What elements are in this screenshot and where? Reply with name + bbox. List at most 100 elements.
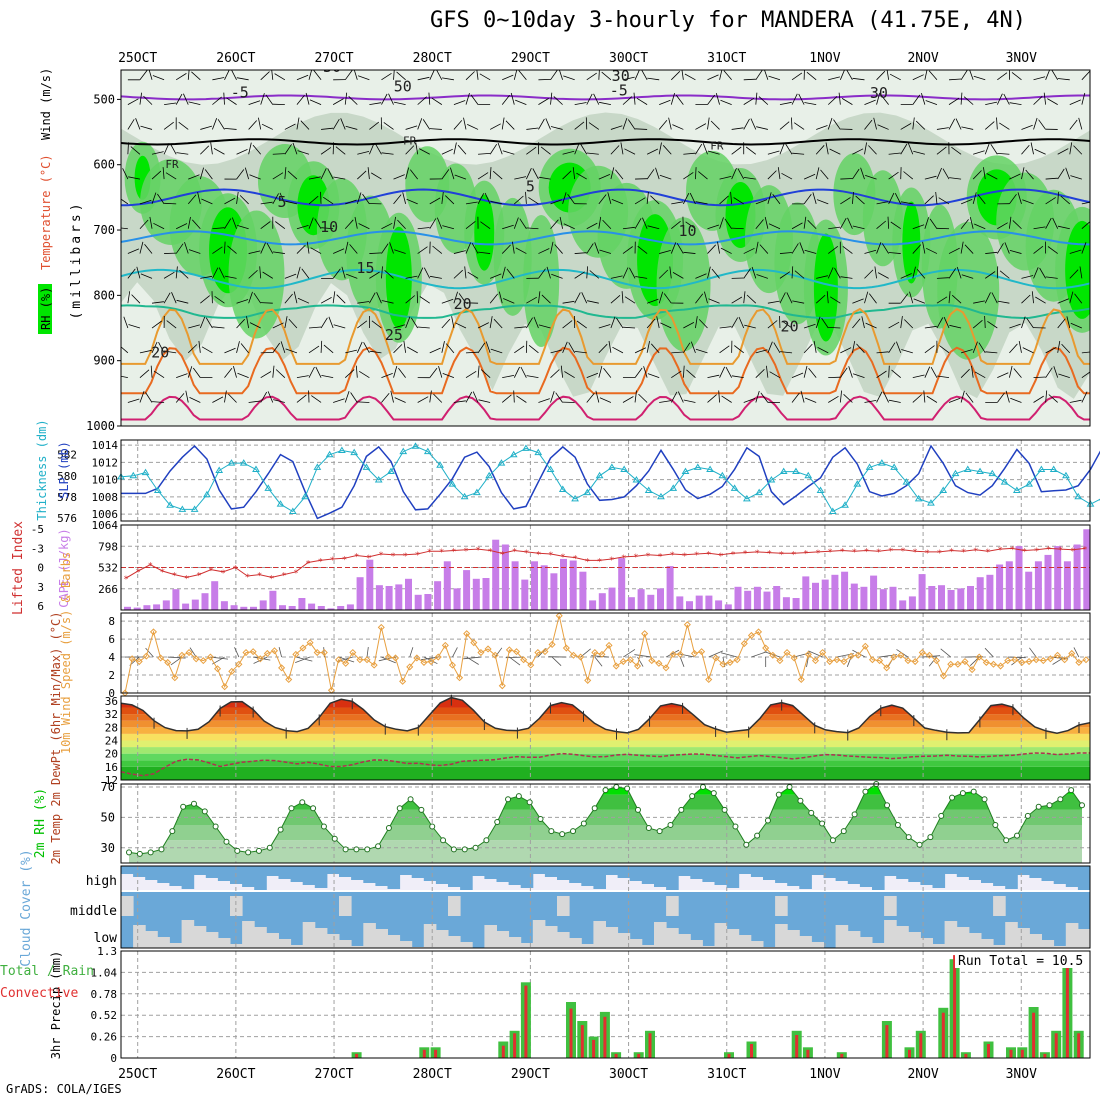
cloud-low-bar xyxy=(702,946,715,948)
wind-barb xyxy=(562,192,567,205)
wind-barb xyxy=(1057,191,1059,204)
precip-convective-bar xyxy=(524,985,528,1058)
wind-barb xyxy=(357,301,370,304)
li-marker: * xyxy=(427,548,432,558)
thickness-marker xyxy=(1025,480,1034,487)
wind-speed-marker xyxy=(1025,658,1033,666)
wind-barb xyxy=(357,320,368,329)
wind-speed-marker xyxy=(1061,656,1069,664)
wind-barb xyxy=(471,243,479,254)
cloud-low-bar xyxy=(339,940,352,948)
li-marker: * xyxy=(657,552,662,562)
wind-barb xyxy=(139,92,142,105)
wind-barb xyxy=(503,298,515,304)
thickness-marker xyxy=(546,465,555,472)
slp-axis-label: SLP (mb) xyxy=(57,441,71,499)
wind-barb xyxy=(760,392,769,403)
wind-barb xyxy=(997,392,1005,403)
cape-bar xyxy=(182,603,190,610)
wind-speed-marker xyxy=(1053,651,1062,659)
precip-tick-label: 0.26 xyxy=(91,1031,118,1044)
thickness-marker xyxy=(620,465,629,472)
rh-marker xyxy=(580,820,587,827)
wind-barb xyxy=(956,266,962,279)
wind-barb xyxy=(646,148,659,155)
wind-barb xyxy=(803,343,813,354)
cape-bar xyxy=(647,594,655,610)
wind-barb xyxy=(900,316,903,329)
wind-barb xyxy=(417,246,428,254)
rh-marker xyxy=(548,828,555,835)
precip-convective-bar xyxy=(422,1049,426,1058)
wind-speed-marker xyxy=(1039,657,1047,665)
wind-barb xyxy=(781,172,793,180)
wind-barb xyxy=(1057,298,1069,304)
wind-tick-label: 6 xyxy=(108,633,115,646)
cape-bar xyxy=(434,581,442,610)
wind-barb xyxy=(158,342,165,354)
wind-barb xyxy=(1060,195,1071,205)
wind-speed-marker xyxy=(883,664,891,672)
wind-barb xyxy=(881,243,889,254)
wind-barb xyxy=(121,227,128,230)
wind-barb xyxy=(454,174,467,180)
wind-barb xyxy=(248,250,261,254)
wind-barb xyxy=(550,219,559,229)
wind-barb xyxy=(683,342,691,354)
wind-barb xyxy=(622,396,634,403)
wind-barb xyxy=(961,126,974,130)
wind-speed-marker xyxy=(790,654,798,662)
wind-speed-marker xyxy=(413,654,421,662)
wind-barb xyxy=(1022,199,1034,205)
cape-bar xyxy=(918,574,926,610)
precip-convective-bar xyxy=(964,1053,968,1058)
wind-barb xyxy=(1009,102,1022,106)
wind-barb xyxy=(622,246,633,254)
rh-marker xyxy=(1003,837,1010,844)
wind-speed-marker xyxy=(712,654,720,662)
wind-barb xyxy=(371,320,382,329)
li-marker: * xyxy=(1082,545,1087,555)
wind-barb xyxy=(381,393,390,403)
wind-barb xyxy=(489,273,502,279)
wind-barb xyxy=(405,316,411,329)
wind-barb xyxy=(502,224,514,230)
wind-barb xyxy=(515,99,527,105)
precip-tick-label: 1.04 xyxy=(91,966,118,979)
cloud-low-bar xyxy=(326,934,340,948)
run-total-bg xyxy=(955,952,1087,968)
wind-barb xyxy=(768,75,781,81)
wind-barb xyxy=(275,369,286,378)
cape-bar xyxy=(1083,529,1091,610)
rh-marker xyxy=(634,806,641,813)
cape-bar xyxy=(831,574,839,610)
wind-barb xyxy=(1069,269,1079,279)
li-marker: * xyxy=(500,550,505,560)
cloud-low-bar xyxy=(1017,928,1030,948)
wind-barb xyxy=(865,175,877,180)
temperature-contour xyxy=(121,138,1090,146)
wind-barb xyxy=(621,291,624,304)
panel-frame xyxy=(120,612,1091,694)
wind-barb xyxy=(550,349,563,354)
wind-barb xyxy=(562,150,575,155)
wind-barb xyxy=(936,146,947,155)
wind-barb xyxy=(305,92,310,105)
wind-barb xyxy=(151,320,162,329)
wind-barb xyxy=(272,153,285,155)
wind-tick-label: 8 xyxy=(108,615,115,628)
rh-marker xyxy=(1079,802,1085,809)
wind-barb xyxy=(187,70,190,80)
cloud-low-bar xyxy=(520,943,534,948)
wind-barb xyxy=(972,319,983,329)
wind-barb xyxy=(719,176,732,180)
wind-barb xyxy=(429,390,432,403)
wind-barb xyxy=(1045,217,1052,229)
thickness-marker xyxy=(497,459,506,466)
wind-barb xyxy=(758,96,769,105)
wind-barb xyxy=(647,77,660,81)
wind-barb xyxy=(501,394,512,403)
wind-barb xyxy=(345,125,358,130)
precip-convective-bar xyxy=(648,1033,652,1058)
rh-marker xyxy=(732,823,739,830)
